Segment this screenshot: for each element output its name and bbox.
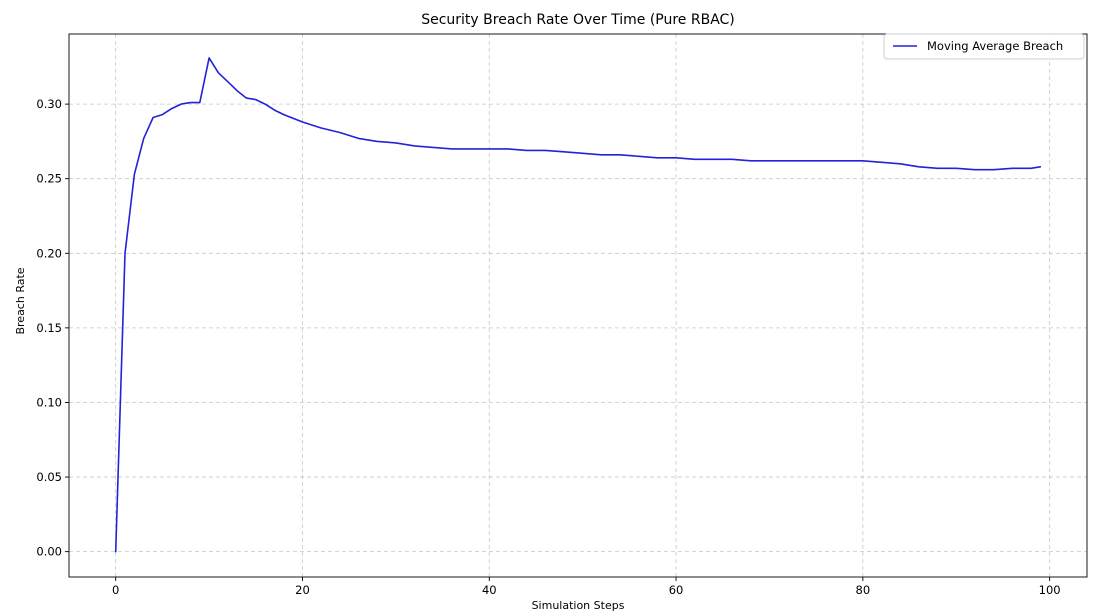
y-tick-label: 0.20 [36,246,62,260]
y-axis-ticks: 0.00 0.05 0.10 0.15 0.20 0.25 0.30 [36,97,69,559]
x-tick-label: 20 [295,583,310,597]
y-tick-label: 0.15 [36,321,62,335]
legend-box [883,33,1085,60]
x-tick-label: 100 [1039,583,1061,597]
legend: Moving Average Breach [883,33,1085,60]
x-tick-label: 0 [112,583,119,597]
x-axis-ticks: 0 20 40 60 80 100 [112,577,1061,597]
y-tick-label: 0.00 [36,545,62,559]
y-axis-label: Breach Rate [14,267,27,334]
x-tick-label: 80 [856,583,871,597]
y-tick-label: 0.05 [36,470,62,484]
y-tick-label: 0.25 [36,172,62,186]
x-tick-label: 40 [482,583,497,597]
legend-label-moving-average-breach: Moving Average Breach [927,39,1063,53]
grid [69,34,1087,577]
series-line-moving-average-breach [114,57,1042,553]
series-group [114,57,1042,553]
plot-area-frame [68,33,1088,578]
y-tick-label: 0.30 [36,97,62,111]
x-tick-label: 60 [669,583,684,597]
y-tick-label: 0.10 [36,395,62,409]
x-axis-label: Simulation Steps [532,599,625,612]
chart-title: Security Breach Rate Over Time (Pure RBA… [421,12,735,28]
